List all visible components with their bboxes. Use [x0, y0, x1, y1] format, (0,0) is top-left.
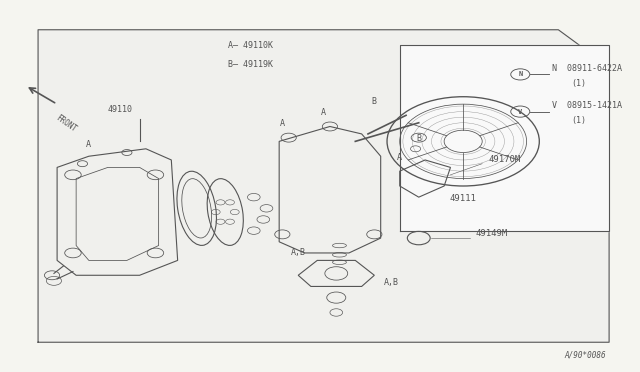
Text: 49110: 49110 — [108, 105, 133, 113]
Text: A: A — [397, 153, 402, 162]
Text: V  08915-1421A: V 08915-1421A — [552, 101, 622, 110]
Text: A,B: A,B — [384, 278, 399, 286]
Text: A/90*0086: A/90*0086 — [564, 350, 606, 359]
Text: 49149M: 49149M — [476, 229, 508, 238]
Polygon shape — [38, 30, 609, 342]
Text: 49111: 49111 — [450, 194, 477, 203]
Text: FRONT: FRONT — [54, 113, 78, 134]
Polygon shape — [400, 45, 609, 231]
Text: B: B — [416, 134, 421, 143]
Text: (1): (1) — [571, 78, 586, 87]
Text: N: N — [518, 71, 522, 77]
Text: A: A — [321, 108, 326, 117]
Text: V: V — [518, 109, 522, 115]
Text: (1): (1) — [571, 116, 586, 125]
Text: 49170M: 49170M — [488, 155, 521, 164]
Text: A: A — [86, 140, 92, 149]
Text: N  08911-6422A: N 08911-6422A — [552, 64, 622, 73]
Text: B: B — [372, 97, 377, 106]
Text: A,B: A,B — [291, 248, 306, 257]
Text: B— 49119K: B— 49119K — [228, 60, 273, 69]
Text: A— 49110K: A— 49110K — [228, 41, 273, 50]
Text: A: A — [280, 119, 285, 128]
